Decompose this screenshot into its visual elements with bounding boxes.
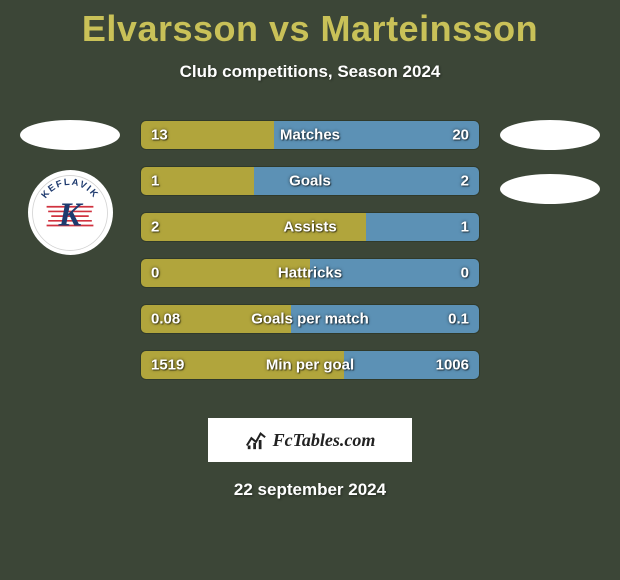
- date-text: 22 september 2024: [0, 480, 620, 500]
- stat-row: 0 Hattricks 0: [140, 258, 480, 288]
- stat-row: 1519 Min per goal 1006: [140, 350, 480, 380]
- stat-label: Matches: [280, 127, 340, 144]
- stat-label: Assists: [283, 219, 336, 236]
- subtitle: Club competitions, Season 2024: [0, 62, 620, 82]
- stat-value-right: 1006: [436, 357, 469, 374]
- comparison-panel: KEFLAVIK K 13 Matches 20 1 Goals 2 2 Assists 1 0 H…: [0, 120, 620, 400]
- page-title: Elvarsson vs Marteinsson: [0, 0, 620, 50]
- stat-value-right: 2: [461, 173, 469, 190]
- stat-value-left: 0: [151, 265, 159, 282]
- left-club-logo: KEFLAVIK K: [28, 170, 113, 255]
- stat-value-right: 0.1: [448, 311, 469, 328]
- stat-value-left: 1: [151, 173, 159, 190]
- stat-value-left: 1519: [151, 357, 184, 374]
- stat-row: 1 Goals 2: [140, 166, 480, 196]
- stat-row: 0.08 Goals per match 0.1: [140, 304, 480, 334]
- watermark-text: FcTables.com: [273, 430, 376, 451]
- stat-value-left: 13: [151, 127, 168, 144]
- right-club-badge: [500, 174, 600, 204]
- stat-label: Min per goal: [266, 357, 354, 374]
- right-player-badge: [500, 120, 600, 150]
- stat-value-right: 1: [461, 219, 469, 236]
- stat-row: 2 Assists 1: [140, 212, 480, 242]
- right-player-column: [490, 120, 610, 224]
- watermark: FcTables.com: [208, 418, 412, 462]
- stat-label: Hattricks: [278, 265, 342, 282]
- chart-icon: [245, 429, 267, 451]
- stat-row: 13 Matches 20: [140, 120, 480, 150]
- left-player-column: KEFLAVIK K: [10, 120, 130, 255]
- left-player-badge: [20, 120, 120, 150]
- stat-bars: 13 Matches 20 1 Goals 2 2 Assists 1 0 Hattricks 0 0.…: [140, 120, 480, 396]
- stat-bar-right: [254, 167, 479, 195]
- svg-text:K: K: [58, 195, 84, 233]
- stat-label: Goals per match: [251, 311, 369, 328]
- keflavik-logo-icon: KEFLAVIK K: [31, 174, 109, 252]
- stat-value-left: 0.08: [151, 311, 180, 328]
- stat-value-right: 0: [461, 265, 469, 282]
- stat-value-left: 2: [151, 219, 159, 236]
- stat-label: Goals: [289, 173, 331, 190]
- stat-value-right: 20: [452, 127, 469, 144]
